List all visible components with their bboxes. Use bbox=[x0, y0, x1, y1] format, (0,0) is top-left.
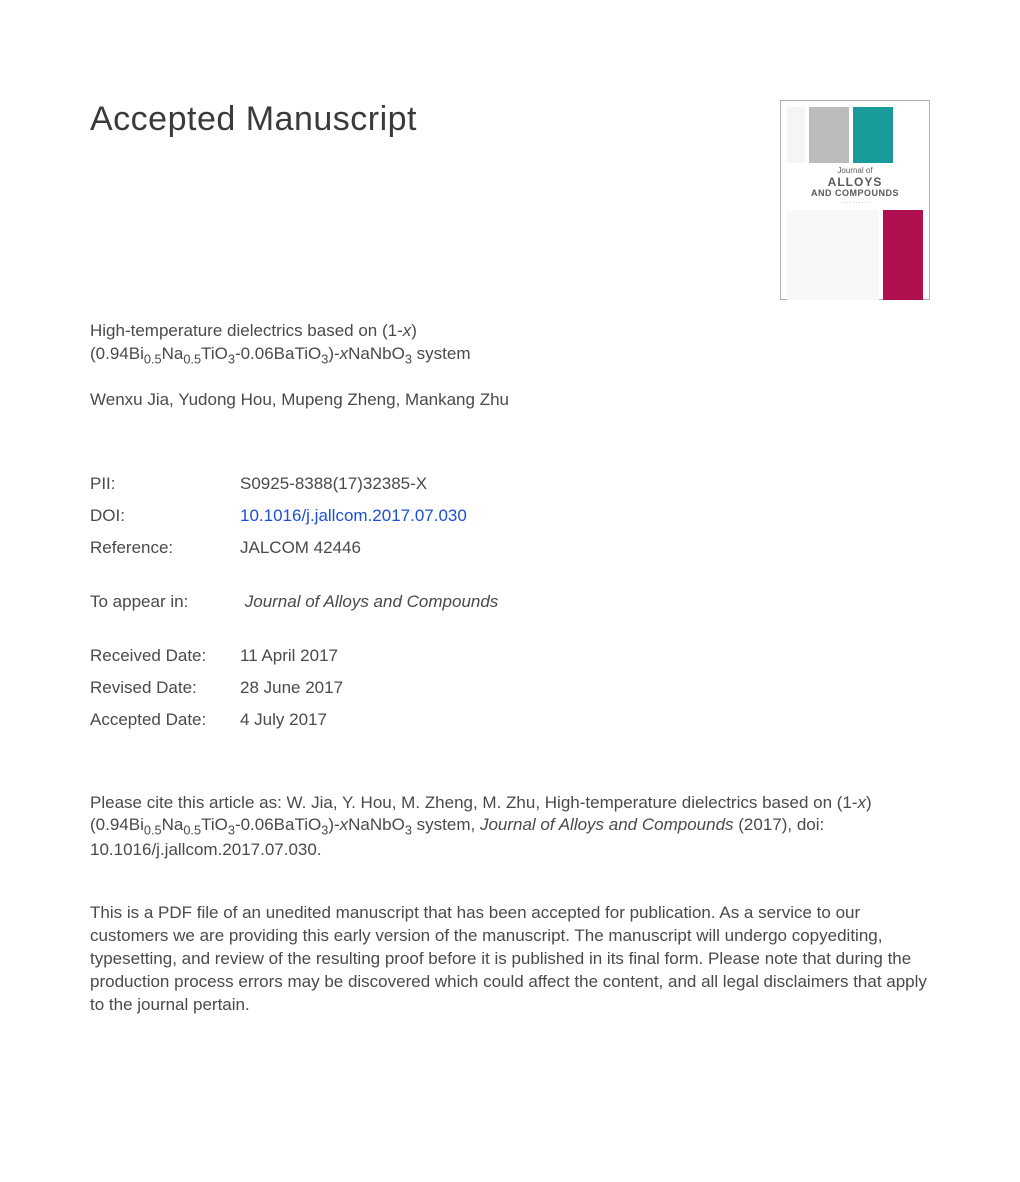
cover-subtitle: · · · · · · · · · · bbox=[787, 201, 923, 206]
reference-label: Reference: bbox=[90, 532, 240, 564]
header-row: Accepted Manuscript Journal of ALLOYS AN… bbox=[90, 100, 930, 300]
pii-label: PII: bbox=[90, 468, 240, 500]
cover-line1: ALLOYS bbox=[828, 175, 883, 189]
article-authors: Wenxu Jia, Yudong Hou, Mupeng Zheng, Man… bbox=[90, 390, 930, 410]
accepted-label: Accepted Date: bbox=[90, 704, 240, 736]
disclaimer-text: This is a PDF file of an unedited manusc… bbox=[90, 902, 930, 1017]
revised-label: Revised Date: bbox=[90, 672, 240, 704]
cover-block-magenta bbox=[883, 210, 923, 300]
metadata-table: PII: S0925-8388(17)32385-X DOI: 10.1016/… bbox=[90, 468, 467, 564]
reference-value: JALCOM 42446 bbox=[240, 532, 467, 564]
doi-link[interactable]: 10.1016/j.jallcom.2017.07.030 bbox=[240, 506, 467, 525]
date-row-revised: Revised Date: 28 June 2017 bbox=[90, 672, 343, 704]
dates-table: Received Date: 11 April 2017 Revised Dat… bbox=[90, 640, 343, 736]
cover-top-strip bbox=[787, 107, 923, 163]
meta-row-reference: Reference: JALCOM 42446 bbox=[90, 532, 467, 564]
meta-row-pii: PII: S0925-8388(17)32385-X bbox=[90, 468, 467, 500]
accepted-value: 4 July 2017 bbox=[240, 704, 343, 736]
to-appear-row: To appear in: Journal of Alloys and Comp… bbox=[90, 592, 930, 612]
cover-prefix: Journal of bbox=[837, 166, 872, 175]
cover-block-grey-light bbox=[787, 107, 805, 163]
to-appear-label: To appear in: bbox=[90, 592, 240, 612]
doi-label: DOI: bbox=[90, 500, 240, 532]
meta-row-doi: DOI: 10.1016/j.jallcom.2017.07.030 bbox=[90, 500, 467, 532]
page-title: Accepted Manuscript bbox=[90, 100, 417, 139]
date-row-received: Received Date: 11 April 2017 bbox=[90, 640, 343, 672]
pii-value: S0925-8388(17)32385-X bbox=[240, 468, 467, 500]
to-appear-journal: Journal of Alloys and Compounds bbox=[245, 592, 499, 611]
date-row-accepted: Accepted Date: 4 July 2017 bbox=[90, 704, 343, 736]
journal-cover-thumbnail: Journal of ALLOYS AND COMPOUNDS · · · · … bbox=[780, 100, 930, 300]
cover-journal-name: Journal of ALLOYS AND COMPOUNDS bbox=[787, 167, 923, 199]
received-label: Received Date: bbox=[90, 640, 240, 672]
article-title: High-temperature dielectrics based on (1… bbox=[90, 320, 550, 368]
cover-bottom-strip bbox=[787, 210, 923, 300]
revised-value: 28 June 2017 bbox=[240, 672, 343, 704]
received-value: 11 April 2017 bbox=[240, 640, 343, 672]
cover-block-teal bbox=[853, 107, 893, 163]
cover-block-text bbox=[787, 210, 879, 300]
citation-text: Please cite this article as: W. Jia, Y. … bbox=[90, 792, 930, 862]
cover-line2: AND COMPOUNDS bbox=[811, 188, 899, 198]
cover-block-grey-mid bbox=[809, 107, 849, 163]
